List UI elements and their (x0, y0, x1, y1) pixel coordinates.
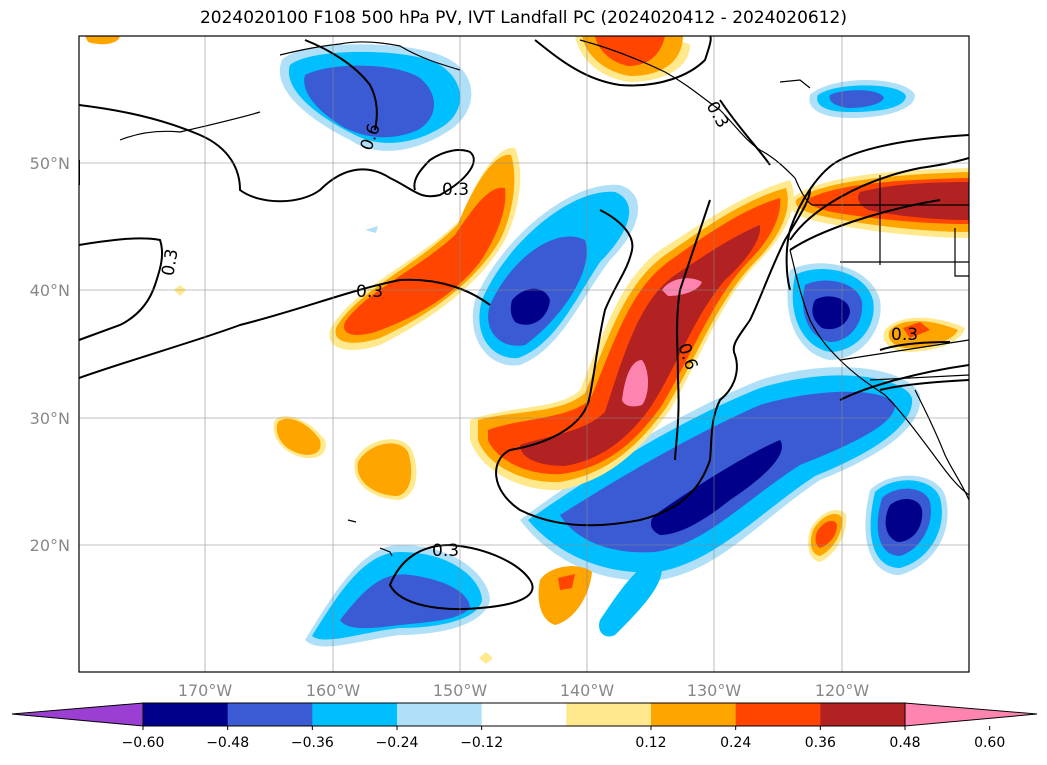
map-area: 0.3 0.3 0.3 0.3 0.6 0.6 0.3 0.3 (79, 36, 969, 672)
map-title: 2024020100 F108 500 hPa PV, IVT Landfall… (199, 8, 847, 28)
longitude-labels: 170°W 160°W 150°W 140°W 130°W 120°W (178, 681, 870, 700)
lat-label: 40°N (30, 281, 70, 300)
lon-label: 120°W (815, 681, 870, 700)
colorbar-tick-label: −0.48 (206, 735, 249, 751)
colorbar-segment (566, 703, 652, 726)
lat-label: 50°N (30, 154, 70, 173)
lat-label: 30°N (30, 409, 70, 428)
colorbar-segment (481, 703, 567, 726)
colorbar-extend-min (12, 703, 143, 726)
colorbar-extend-max (905, 703, 1035, 726)
lon-label: 140°W (560, 681, 615, 700)
colorbar-segment (227, 703, 313, 726)
negative-anomaly-fills (279, 44, 948, 647)
colorbar-segment (651, 703, 737, 726)
colorbar-tick-label: 0.24 (720, 735, 751, 751)
contour-label: 0.3 (158, 247, 182, 277)
colorbar-tick-label: −0.12 (460, 735, 503, 751)
lon-label: 150°W (433, 681, 488, 700)
colorbar-segment (312, 703, 398, 726)
lat-label: 20°N (30, 536, 70, 555)
colorbar: −0.60 −0.48 −0.36 −0.24 −0.12 0.12 0.24 0.36 0.4… (11, 702, 1038, 751)
lon-label: 170°W (178, 681, 233, 700)
colorbar-tick-label: 0.60 (974, 735, 1005, 751)
contour-label: 0.3 (356, 282, 383, 302)
colorbar-tick-label: −0.24 (376, 735, 419, 751)
coastlines (119, 39, 969, 557)
contour-label: 0.3 (442, 180, 469, 200)
colorbar-segment (397, 703, 483, 726)
contour-label: 0.3 (891, 325, 918, 345)
latitude-labels: 50°N 40°N 30°N 20°N (30, 154, 70, 555)
colorbar-tick-label: 0.36 (805, 735, 836, 751)
colorbar-segment (143, 703, 229, 726)
graticule (79, 36, 969, 672)
colorbar-tick-label: −0.60 (122, 735, 165, 751)
colorbar-tick-label: 0.12 (635, 735, 666, 751)
positive-anomaly-fills (85, 36, 969, 664)
contour-label: 0.3 (432, 541, 459, 561)
lon-label: 160°W (306, 681, 361, 700)
lon-label: 130°W (687, 681, 742, 700)
map-frame (78, 35, 970, 673)
colorbar-tick-label: 0.48 (889, 735, 920, 751)
colorbar-segment (820, 703, 906, 726)
contour-lines (79, 36, 969, 611)
colorbar-tick-label: −0.36 (291, 735, 334, 751)
colorbar-segment (735, 703, 821, 726)
